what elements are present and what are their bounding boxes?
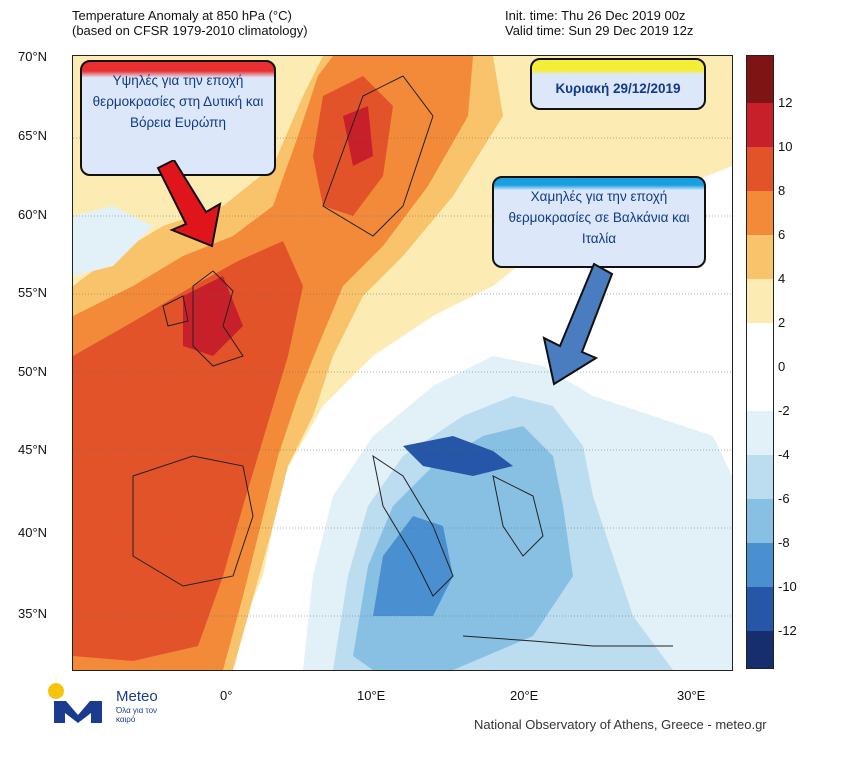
low-temp-text: Χαμηλές για την εποχή θερμοκρασίες σε Βα…	[508, 189, 690, 246]
anomaly-map	[72, 55, 733, 671]
lon-label-20e: 20°E	[510, 688, 539, 703]
lat-label-45: 45°N	[18, 442, 48, 457]
high-temp-text: Υψηλές για την εποχή θερμοκρασίες στη Δυ…	[92, 73, 264, 130]
title-line-1: Temperature Anomaly at 850 hPa (°C)	[72, 8, 292, 23]
colorbar-label: -2	[778, 403, 790, 418]
colorbar-label: -10	[778, 579, 797, 594]
colorbar-label: -4	[778, 447, 790, 462]
colorbar	[746, 55, 774, 669]
brand-name: Meteo	[116, 688, 158, 705]
blue-arrow-icon	[542, 262, 614, 386]
red-arrow-icon	[156, 160, 222, 248]
init-time: Init. time: Thu 26 Dec 2019 00z	[505, 8, 686, 23]
colorbar-swatch	[747, 631, 773, 668]
lat-label-60: 60°N	[18, 207, 48, 222]
lat-label-40: 40°N	[18, 525, 48, 540]
lat-label-55: 55°N	[18, 285, 48, 300]
colorbar-label: 0	[778, 359, 786, 374]
colorbar-label: 12	[778, 95, 793, 110]
title-line-2: (based on CFSR 1979-2010 climatology)	[72, 23, 308, 38]
colorbar-swatch	[747, 499, 773, 543]
colorbar-label: -12	[778, 623, 797, 638]
colorbar-swatch	[747, 455, 773, 499]
colorbar-label: 10	[778, 139, 793, 154]
brand-tagline: Όλα για τον καιρό	[116, 706, 158, 724]
colorbar-label: -8	[778, 535, 790, 550]
lat-label-65: 65°N	[18, 128, 48, 143]
meteo-logo	[44, 683, 114, 725]
anomaly-field	[73, 56, 732, 670]
colorbar-swatch	[747, 279, 773, 323]
map-title: Temperature Anomaly at 850 hPa (°C) (bas…	[72, 8, 308, 38]
colorbar-swatch	[747, 191, 773, 235]
lon-label-0: 0°	[220, 688, 233, 703]
colorbar-swatch	[747, 543, 773, 587]
run-times: Init. time: Thu 26 Dec 2019 00z Valid ti…	[505, 8, 693, 38]
lon-label-30e: 30°E	[677, 688, 706, 703]
low-temp-callout: Χαμηλές για την εποχή θερμοκρασίες σε Βα…	[492, 176, 706, 268]
colorbar-swatch	[747, 56, 773, 103]
meteo-logo-icon	[48, 683, 102, 723]
credit-line: National Observatory of Athens, Greece -…	[474, 717, 767, 732]
colorbar-label: 6	[778, 227, 786, 242]
date-callout: Κυριακή 29/12/2019	[530, 58, 706, 110]
colorbar-swatch	[747, 147, 773, 191]
lat-label-35: 35°N	[18, 606, 48, 621]
colorbar-swatch	[747, 323, 773, 411]
colorbar-label: 8	[778, 183, 786, 198]
colorbar-label: -6	[778, 491, 790, 506]
high-temp-callout: Υψηλές για την εποχή θερμοκρασίες στη Δυ…	[80, 60, 276, 176]
lat-label-70: 70°N	[18, 49, 48, 64]
date-text: Κυριακή 29/12/2019	[555, 81, 681, 96]
lat-label-50: 50°N	[18, 364, 48, 379]
colorbar-swatch	[747, 235, 773, 279]
colorbar-swatch	[747, 587, 773, 631]
colorbar-swatch	[747, 103, 773, 147]
valid-time: Valid time: Sun 29 Dec 2019 12z	[505, 23, 694, 38]
colorbar-swatch	[747, 411, 773, 455]
colorbar-label: 4	[778, 271, 786, 286]
colorbar-label: 2	[778, 315, 786, 330]
lon-label-10e: 10°E	[357, 688, 386, 703]
